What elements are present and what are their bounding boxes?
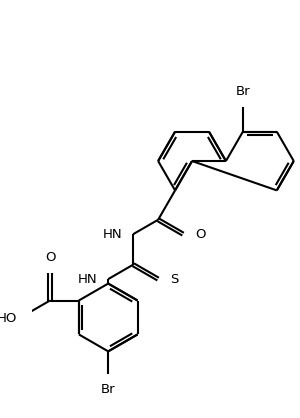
- Text: Br: Br: [101, 382, 116, 395]
- Text: O: O: [45, 252, 55, 265]
- Text: HN: HN: [78, 273, 98, 285]
- Text: Br: Br: [236, 85, 250, 98]
- Text: HO: HO: [0, 312, 18, 325]
- Text: S: S: [170, 273, 178, 285]
- Text: HN: HN: [103, 228, 122, 241]
- Text: O: O: [196, 228, 206, 241]
